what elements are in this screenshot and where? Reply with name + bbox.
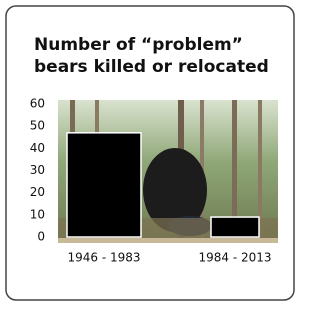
chart-title: Number of “problem” <box>34 35 243 55</box>
y-tick-label: 50 <box>30 119 45 133</box>
ground-strip <box>58 238 278 243</box>
page: {"chart_data": {"type": "bar", "title": … <box>0 0 300 307</box>
y-tick-label: 60 <box>30 97 45 111</box>
chart: Number of “problem”bears killed or reloc… <box>0 0 300 307</box>
x-tick-label: 1946 - 1983 <box>67 251 140 265</box>
y-tick-label: 10 <box>30 207 45 221</box>
bar <box>211 217 259 237</box>
y-tick-label: 40 <box>30 141 45 155</box>
bar <box>67 133 141 237</box>
y-tick-label: 20 <box>30 185 45 199</box>
y-tick-label: 0 <box>37 230 45 244</box>
x-tick-label: 1984 - 2013 <box>198 251 271 265</box>
chart-title: bears killed or relocated <box>34 57 269 77</box>
y-tick-label: 30 <box>30 163 45 177</box>
